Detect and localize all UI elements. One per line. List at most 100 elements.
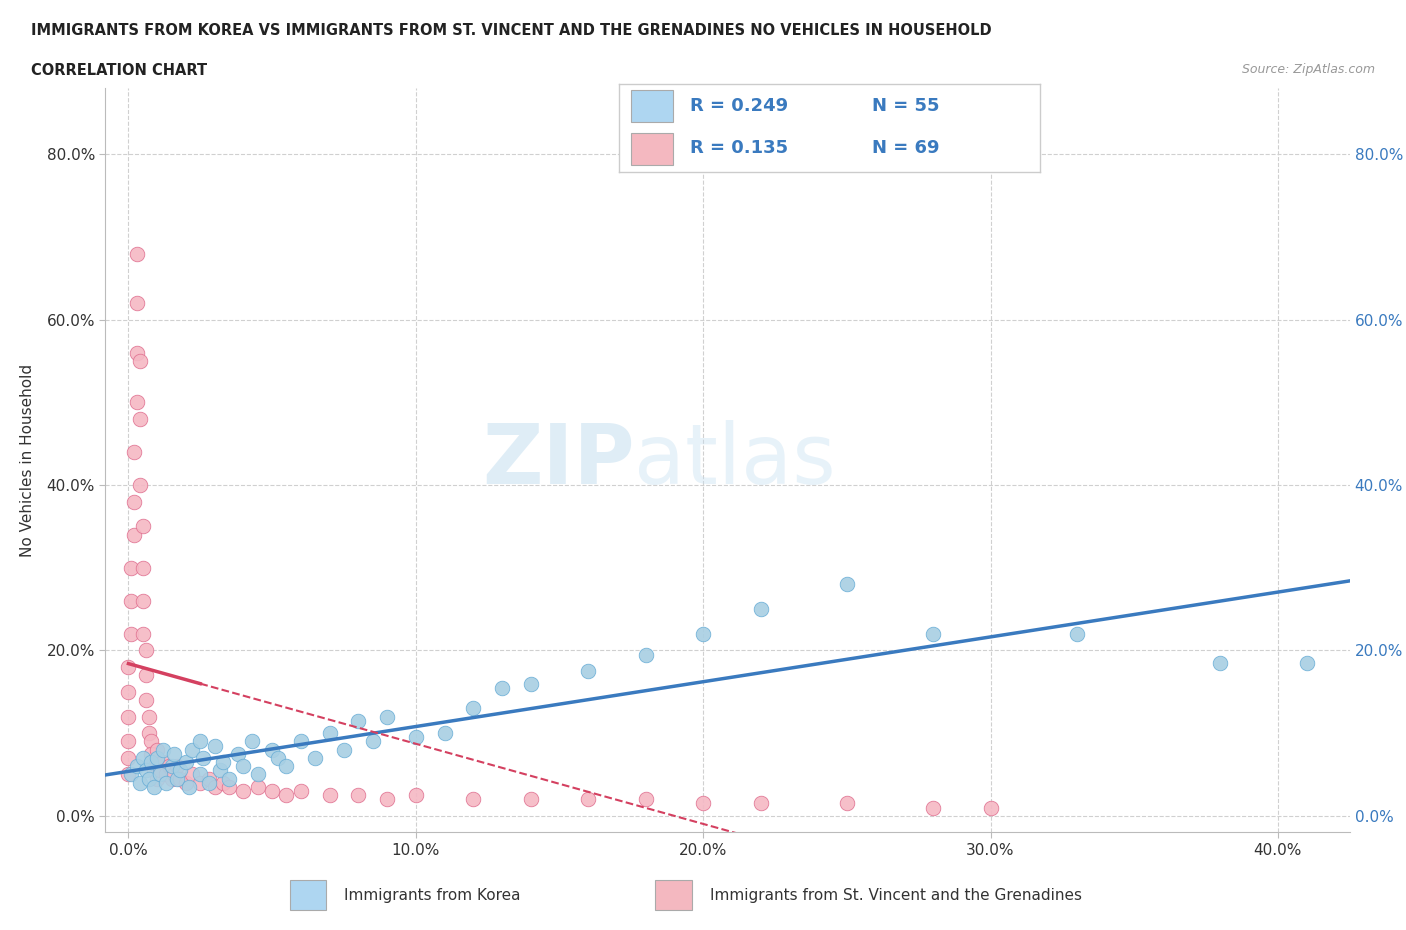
Point [375, 791, 398, 806]
Point [218, 771, 240, 786]
Text: R = 0.135: R = 0.135 [690, 140, 789, 157]
Point [463, 791, 485, 806]
Point [188, 767, 211, 782]
Point [634, 647, 657, 662]
Point [141, 734, 163, 749]
Point [149, 767, 172, 782]
Point [120, 561, 142, 576]
Point [304, 751, 326, 765]
Point [166, 771, 188, 786]
Text: N = 69: N = 69 [872, 140, 939, 157]
Point [634, 791, 657, 806]
Point [141, 754, 163, 769]
Point [405, 730, 427, 745]
Point [333, 742, 356, 757]
Point [177, 779, 200, 794]
Point [576, 664, 599, 679]
Point [146, 742, 169, 757]
Point [117, 659, 139, 674]
Text: Source: ZipAtlas.com: Source: ZipAtlas.com [1241, 63, 1375, 76]
Point [246, 767, 269, 782]
Point [262, 742, 284, 757]
Point [163, 767, 186, 782]
Point [519, 791, 541, 806]
Point [749, 602, 772, 617]
Point [166, 759, 188, 774]
Point [160, 759, 183, 774]
Point [135, 763, 157, 777]
Point [135, 668, 157, 683]
Point [980, 800, 1002, 815]
Bar [655, 880, 692, 910]
Point [135, 643, 157, 658]
Point [146, 759, 169, 774]
Point [169, 771, 191, 786]
Point [463, 701, 485, 716]
Point [146, 751, 169, 765]
Point [198, 771, 221, 786]
Point [576, 791, 599, 806]
Point [117, 684, 139, 699]
Point [375, 710, 398, 724]
Point [232, 759, 254, 774]
Point [198, 776, 221, 790]
Point [405, 788, 427, 803]
Point [135, 693, 157, 708]
Point [188, 734, 211, 749]
Point [347, 788, 370, 803]
Text: R = 0.249: R = 0.249 [690, 97, 789, 114]
Point [132, 561, 155, 576]
Point [117, 710, 139, 724]
Point [129, 776, 152, 790]
Text: Immigrants from Korea: Immigrants from Korea [344, 887, 522, 903]
Point [163, 747, 186, 762]
Point [318, 725, 340, 740]
Point [347, 713, 370, 728]
Point [218, 779, 240, 794]
Point [117, 751, 139, 765]
Point [174, 754, 197, 769]
Point [318, 788, 340, 803]
Point [262, 784, 284, 799]
Point [209, 763, 232, 777]
Point [180, 742, 202, 757]
Point [276, 759, 298, 774]
Point [138, 725, 160, 740]
Point [122, 445, 145, 459]
Point [169, 763, 191, 777]
Point [143, 754, 166, 769]
Point [149, 763, 172, 777]
Text: Immigrants from St. Vincent and the Grenadines: Immigrants from St. Vincent and the Gren… [710, 887, 1083, 903]
Point [276, 788, 298, 803]
Point [132, 519, 155, 534]
Point [240, 734, 263, 749]
Point [143, 763, 166, 777]
Point [157, 759, 180, 774]
Point [152, 754, 174, 769]
Bar [290, 880, 326, 910]
Point [155, 767, 177, 782]
Text: N = 55: N = 55 [872, 97, 939, 114]
Point [129, 478, 152, 493]
Point [290, 784, 312, 799]
Point [160, 763, 183, 777]
Point [120, 767, 142, 782]
Point [267, 751, 290, 765]
Point [132, 751, 155, 765]
Text: ZIP: ZIP [482, 419, 634, 501]
Text: atlas: atlas [634, 419, 837, 501]
Point [155, 776, 177, 790]
Point [226, 747, 249, 762]
Point [146, 771, 169, 786]
Point [835, 577, 858, 591]
Text: IMMIGRANTS FROM KOREA VS IMMIGRANTS FROM ST. VINCENT AND THE GRENADINES NO VEHIC: IMMIGRANTS FROM KOREA VS IMMIGRANTS FROM… [31, 23, 991, 38]
Point [129, 412, 152, 427]
Point [361, 734, 384, 749]
Point [246, 779, 269, 794]
Point [125, 395, 148, 410]
Point [204, 738, 226, 753]
Point [491, 680, 513, 695]
Point [152, 742, 174, 757]
Point [191, 751, 214, 765]
Point [922, 800, 945, 815]
